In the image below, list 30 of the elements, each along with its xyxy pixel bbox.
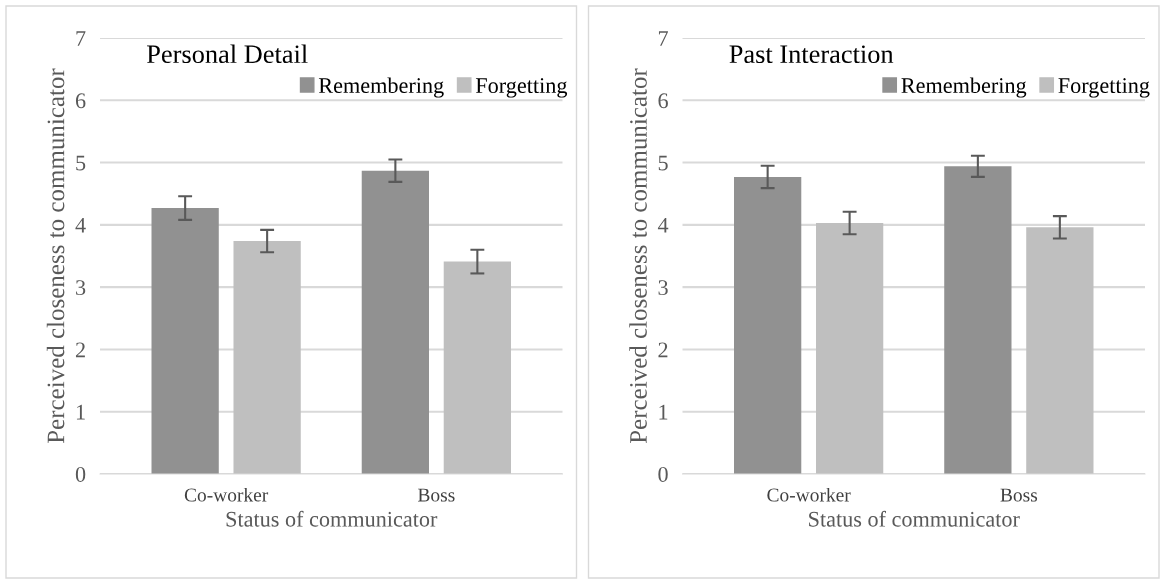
y-tick-label: 4: [657, 217, 669, 233]
y-tick-label: 7: [76, 31, 86, 46]
y-axis-title: Perceived closeness to communicator: [46, 68, 65, 444]
y-axis-title: Perceived closeness to communicator: [629, 68, 647, 444]
y-tick-label: 7: [658, 31, 668, 46]
y-tick-label: 4: [75, 217, 86, 233]
y-tick-label: 3: [658, 280, 668, 296]
y-tick-label: 5: [76, 155, 86, 171]
chart-title: Past Interaction: [729, 45, 894, 64]
y-tick-label: 5: [658, 155, 668, 171]
x-tick-label: Co-worker: [184, 487, 269, 502]
x-axis-title: Status of communicator: [809, 510, 1020, 527]
legend-label: Forgetting: [1058, 78, 1150, 98]
x-tick-label: Boss: [1000, 488, 1038, 502]
chart-title: Personal Detail: [147, 44, 308, 64]
y-tick-label: 6: [75, 93, 86, 109]
y-tick-label: 1: [659, 404, 668, 420]
y-tick-label: 0: [658, 466, 668, 482]
legend-label: Forgetting: [475, 78, 568, 98]
x-tick-label: Boss: [418, 488, 455, 502]
x-tick-label: Co-worker: [767, 487, 851, 502]
y-tick-label: 3: [76, 280, 86, 296]
x-axis-title: Status of communicator: [226, 510, 438, 527]
y-tick-label: 0: [75, 466, 86, 482]
legend-label: Remembering: [901, 77, 1027, 98]
y-tick-label: 2: [75, 342, 85, 358]
y-tick-label: 2: [658, 342, 668, 358]
legend-label: Remembering: [318, 77, 444, 98]
y-tick-label: 1: [76, 404, 85, 420]
y-tick-label: 6: [658, 93, 668, 109]
